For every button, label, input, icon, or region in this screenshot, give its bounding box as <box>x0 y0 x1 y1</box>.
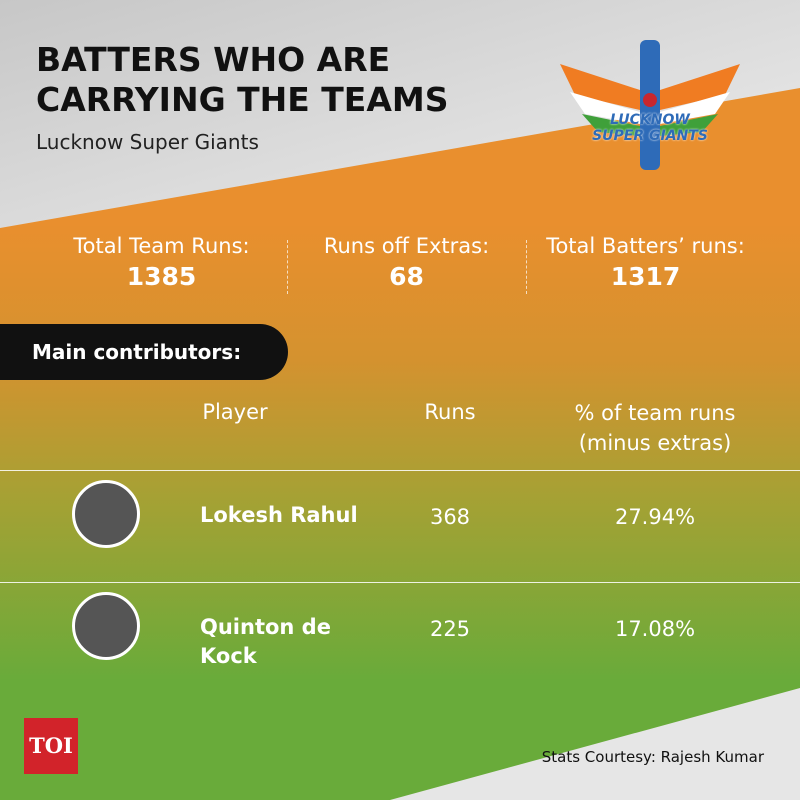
logo-text: SUPER GIANTS <box>592 128 708 144</box>
stat-value: 1385 <box>126 262 197 291</box>
logo-graphic <box>560 40 740 170</box>
row-divider <box>0 470 800 471</box>
stat-value: 68 <box>389 262 424 291</box>
player-name: Lokesh Rahul <box>200 503 358 527</box>
column-header: Runs <box>424 400 476 424</box>
row-divider <box>0 582 800 583</box>
separator <box>287 240 288 294</box>
stat: Total Batters’ runs: 1317 <box>526 234 765 291</box>
separator <box>526 240 527 294</box>
runs: 225 <box>429 617 471 641</box>
percent: 17.08% <box>614 617 696 641</box>
stat-label: Runs off Extras: <box>323 234 490 258</box>
stat-label: Total Batters’ runs: <box>546 234 745 258</box>
column-header: Player <box>202 400 268 424</box>
title: BATTERS WHO ARE CARRYING THE TEAMS <box>36 40 449 119</box>
credit: Stats Courtesy: Rajesh Kumar <box>541 748 764 766</box>
stat: Total Team Runs: 1385 <box>36 234 287 291</box>
player-name: Quinton de Kock <box>200 615 331 668</box>
subtitle: Lucknow Super Giants <box>36 130 259 154</box>
logo-text: LUCKNOW <box>610 112 690 128</box>
player-photo <box>72 592 140 660</box>
percent: 27.94% <box>614 505 696 529</box>
stat-label: Total Team Runs: <box>73 234 250 258</box>
runs: 368 <box>429 505 471 529</box>
section-label: Main contributors: <box>0 324 288 380</box>
player-photo <box>72 480 140 548</box>
stat-value: 1317 <box>610 262 681 291</box>
column-header: % of team runs (minus extras) <box>574 401 736 455</box>
brand-logo: TOI <box>24 718 78 774</box>
stat: Runs off Extras: 68 <box>287 234 526 291</box>
logo: LUCKNOW SUPER GIANTS <box>590 112 710 144</box>
